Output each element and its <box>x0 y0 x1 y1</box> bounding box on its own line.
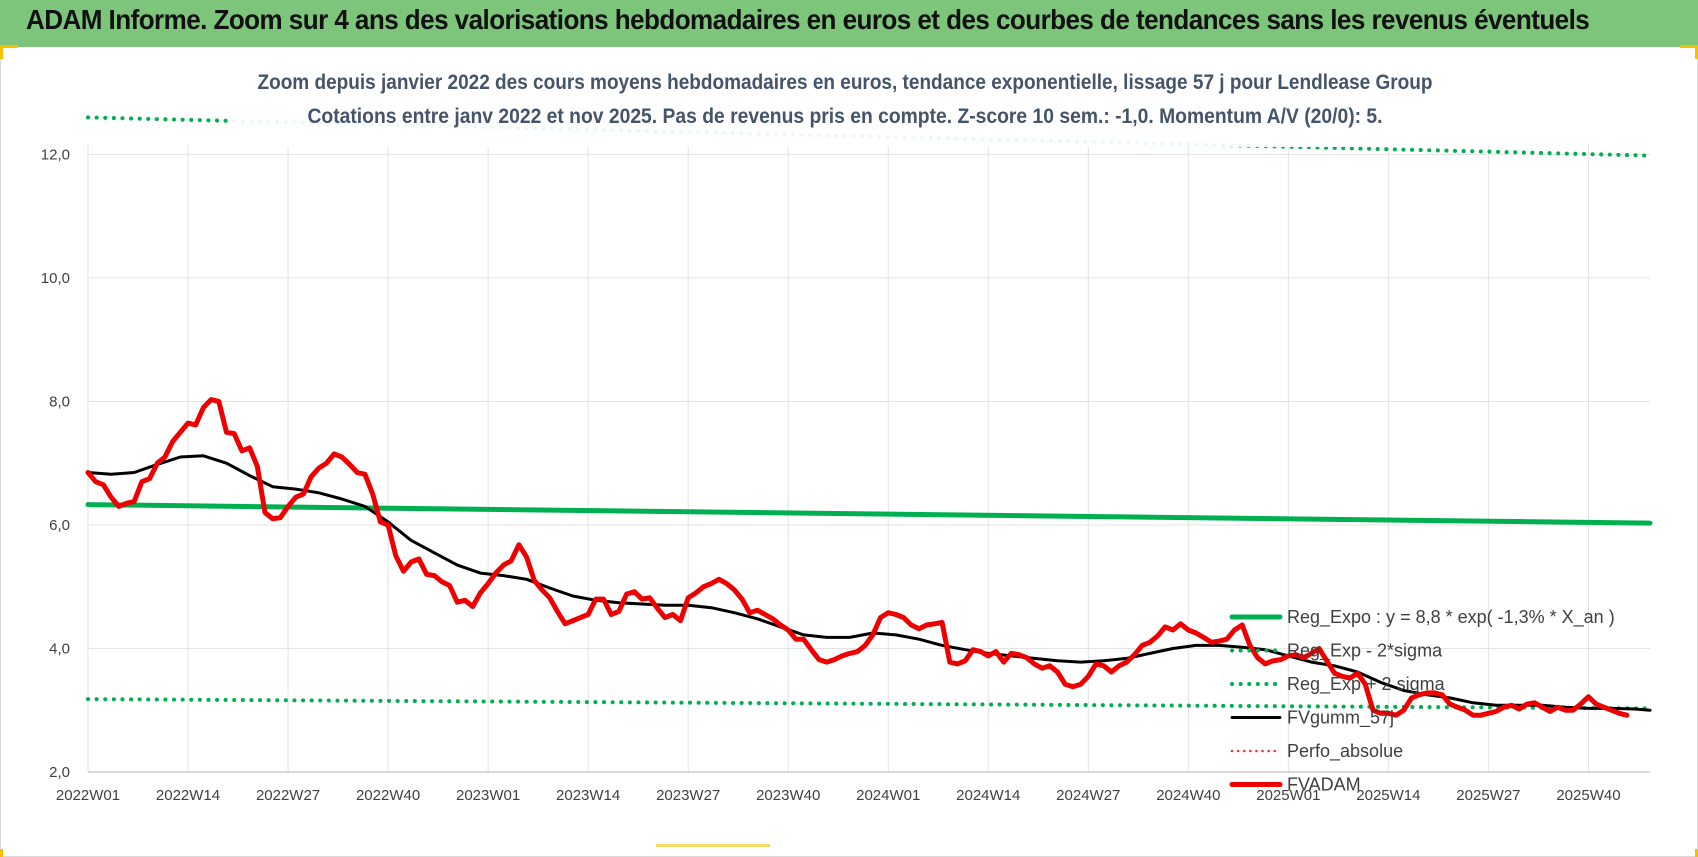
y-tick-label: 10,0 <box>41 270 70 287</box>
x-tick-label: 2023W01 <box>456 787 520 804</box>
series-line-0 <box>85 502 1653 526</box>
bottom-accent-right <box>1695 849 1698 857</box>
y-tick-label: 8,0 <box>49 393 70 410</box>
y-tick-label: 4,0 <box>49 640 70 657</box>
corner-accent-left <box>0 45 18 48</box>
legend-label: Perfo_absolue <box>1287 741 1403 762</box>
x-tick-label: 2022W14 <box>156 787 220 804</box>
x-tick-label: 2024W14 <box>956 787 1020 804</box>
x-tick-label: 2022W01 <box>56 787 120 804</box>
y-tick-label: 6,0 <box>49 517 70 534</box>
series-line-3 <box>86 454 1652 712</box>
series-line-1 <box>86 697 1652 711</box>
x-tick-label: 2023W40 <box>756 787 820 804</box>
corner-accent-left-vertical <box>0 45 3 59</box>
x-tick-label: 2022W40 <box>356 787 420 804</box>
chart-grid <box>87 145 1650 773</box>
legend-label: Reg_Exp + 2 sigma <box>1287 674 1446 695</box>
x-tick-label: 2023W27 <box>656 787 720 804</box>
x-tick-label: 2022W27 <box>256 787 320 804</box>
chart-legend: Reg_Expo : y = 8,8 * exp( -1,3% * X_an )… <box>1229 607 1615 795</box>
bottom-accent-left <box>0 849 3 857</box>
corner-accent-right-vertical <box>1695 45 1698 59</box>
x-tick-label: 2025W40 <box>1556 787 1620 804</box>
line-chart: 2022W01 2022W14 2022W27 2022W40 2023W01 2023W… <box>41 61 1653 804</box>
x-tick-label: 2025W27 <box>1456 787 1520 804</box>
legend-label: FVgumm_57j <box>1287 708 1394 729</box>
chart-subtitle: Cotations entre janv 2022 et nov 2025. P… <box>308 105 1383 128</box>
bottom-accent-middle <box>656 844 770 847</box>
banner-title: ADAM Informe. Zoom sur 4 ans des valoris… <box>26 4 1590 35</box>
x-tick-label: 2024W27 <box>1056 787 1120 804</box>
x-tick-label: 2024W01 <box>856 787 920 804</box>
y-tick-label: 12,0 <box>41 146 70 163</box>
x-tick-label: 2025W01 <box>1256 787 1320 804</box>
legend-label: Reg_Expo : y = 8,8 * exp( -1,3% * X_an ) <box>1287 607 1615 628</box>
y-tick-label: 2,0 <box>49 764 70 781</box>
x-tick-label: 2023W14 <box>556 787 620 804</box>
corner-accent-right <box>1680 45 1698 48</box>
x-tick-label: 2025W14 <box>1356 787 1420 804</box>
chart-title-background <box>230 61 1460 147</box>
legend-label: FVADAM <box>1287 775 1361 795</box>
x-tick-label: 2024W40 <box>1156 787 1220 804</box>
legend-label: Reg_Exp - 2*sigma <box>1287 641 1443 662</box>
chart-axes: 2022W01 2022W14 2022W27 2022W40 2023W01 2023W… <box>41 146 1650 804</box>
chart-title: Zoom depuis janvier 2022 des cours moyen… <box>258 71 1433 94</box>
header-banner: ADAM Informe. Zoom sur 4 ans des valoris… <box>0 0 1698 47</box>
series-line-5 <box>85 397 1630 718</box>
